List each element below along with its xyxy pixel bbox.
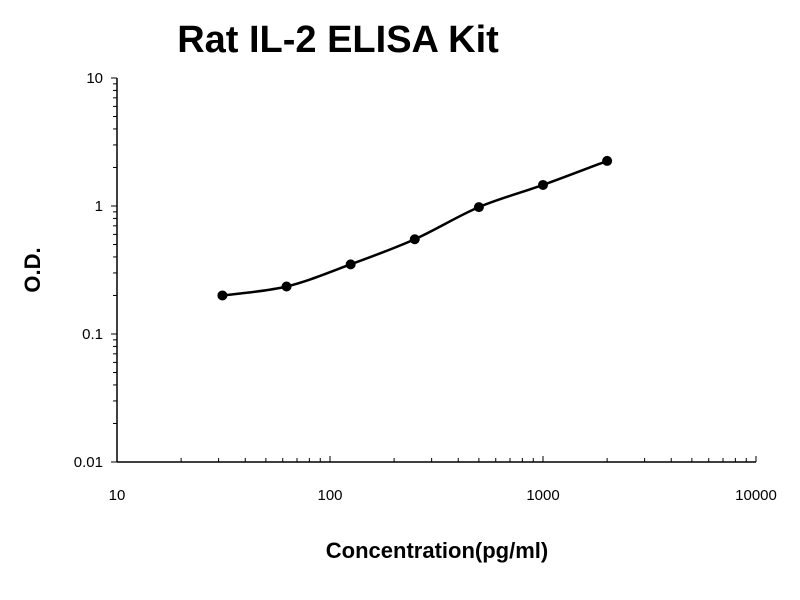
tick-labels: 10 100 1000 10000 0.01 0.1 1 10 [74,70,777,504]
y-tick-label: 0.1 [82,326,103,343]
x-tick-label: 1000 [526,487,559,504]
data-point [217,290,228,301]
axes [111,77,757,463]
data-point [281,281,292,292]
x-axis-label: Concentration(pg/ml) [326,538,548,563]
x-tick-label: 10 [109,487,126,504]
y-axis-label: O.D. [20,247,45,292]
data-point [473,202,484,213]
data-point [409,234,420,245]
data-point [345,259,356,270]
y-tick-label: 10 [86,70,103,87]
y-tick-label: 1 [95,198,103,215]
data-point [538,179,548,190]
plot-area [217,155,613,301]
x-tick-label: 10000 [735,487,777,504]
x-tick-label: 100 [317,487,342,504]
y-tick-label: 0.01 [74,454,103,471]
data-point [602,155,613,166]
chart-title: Rat IL-2 ELISA Kit [177,19,499,61]
fit-curve [222,159,608,297]
